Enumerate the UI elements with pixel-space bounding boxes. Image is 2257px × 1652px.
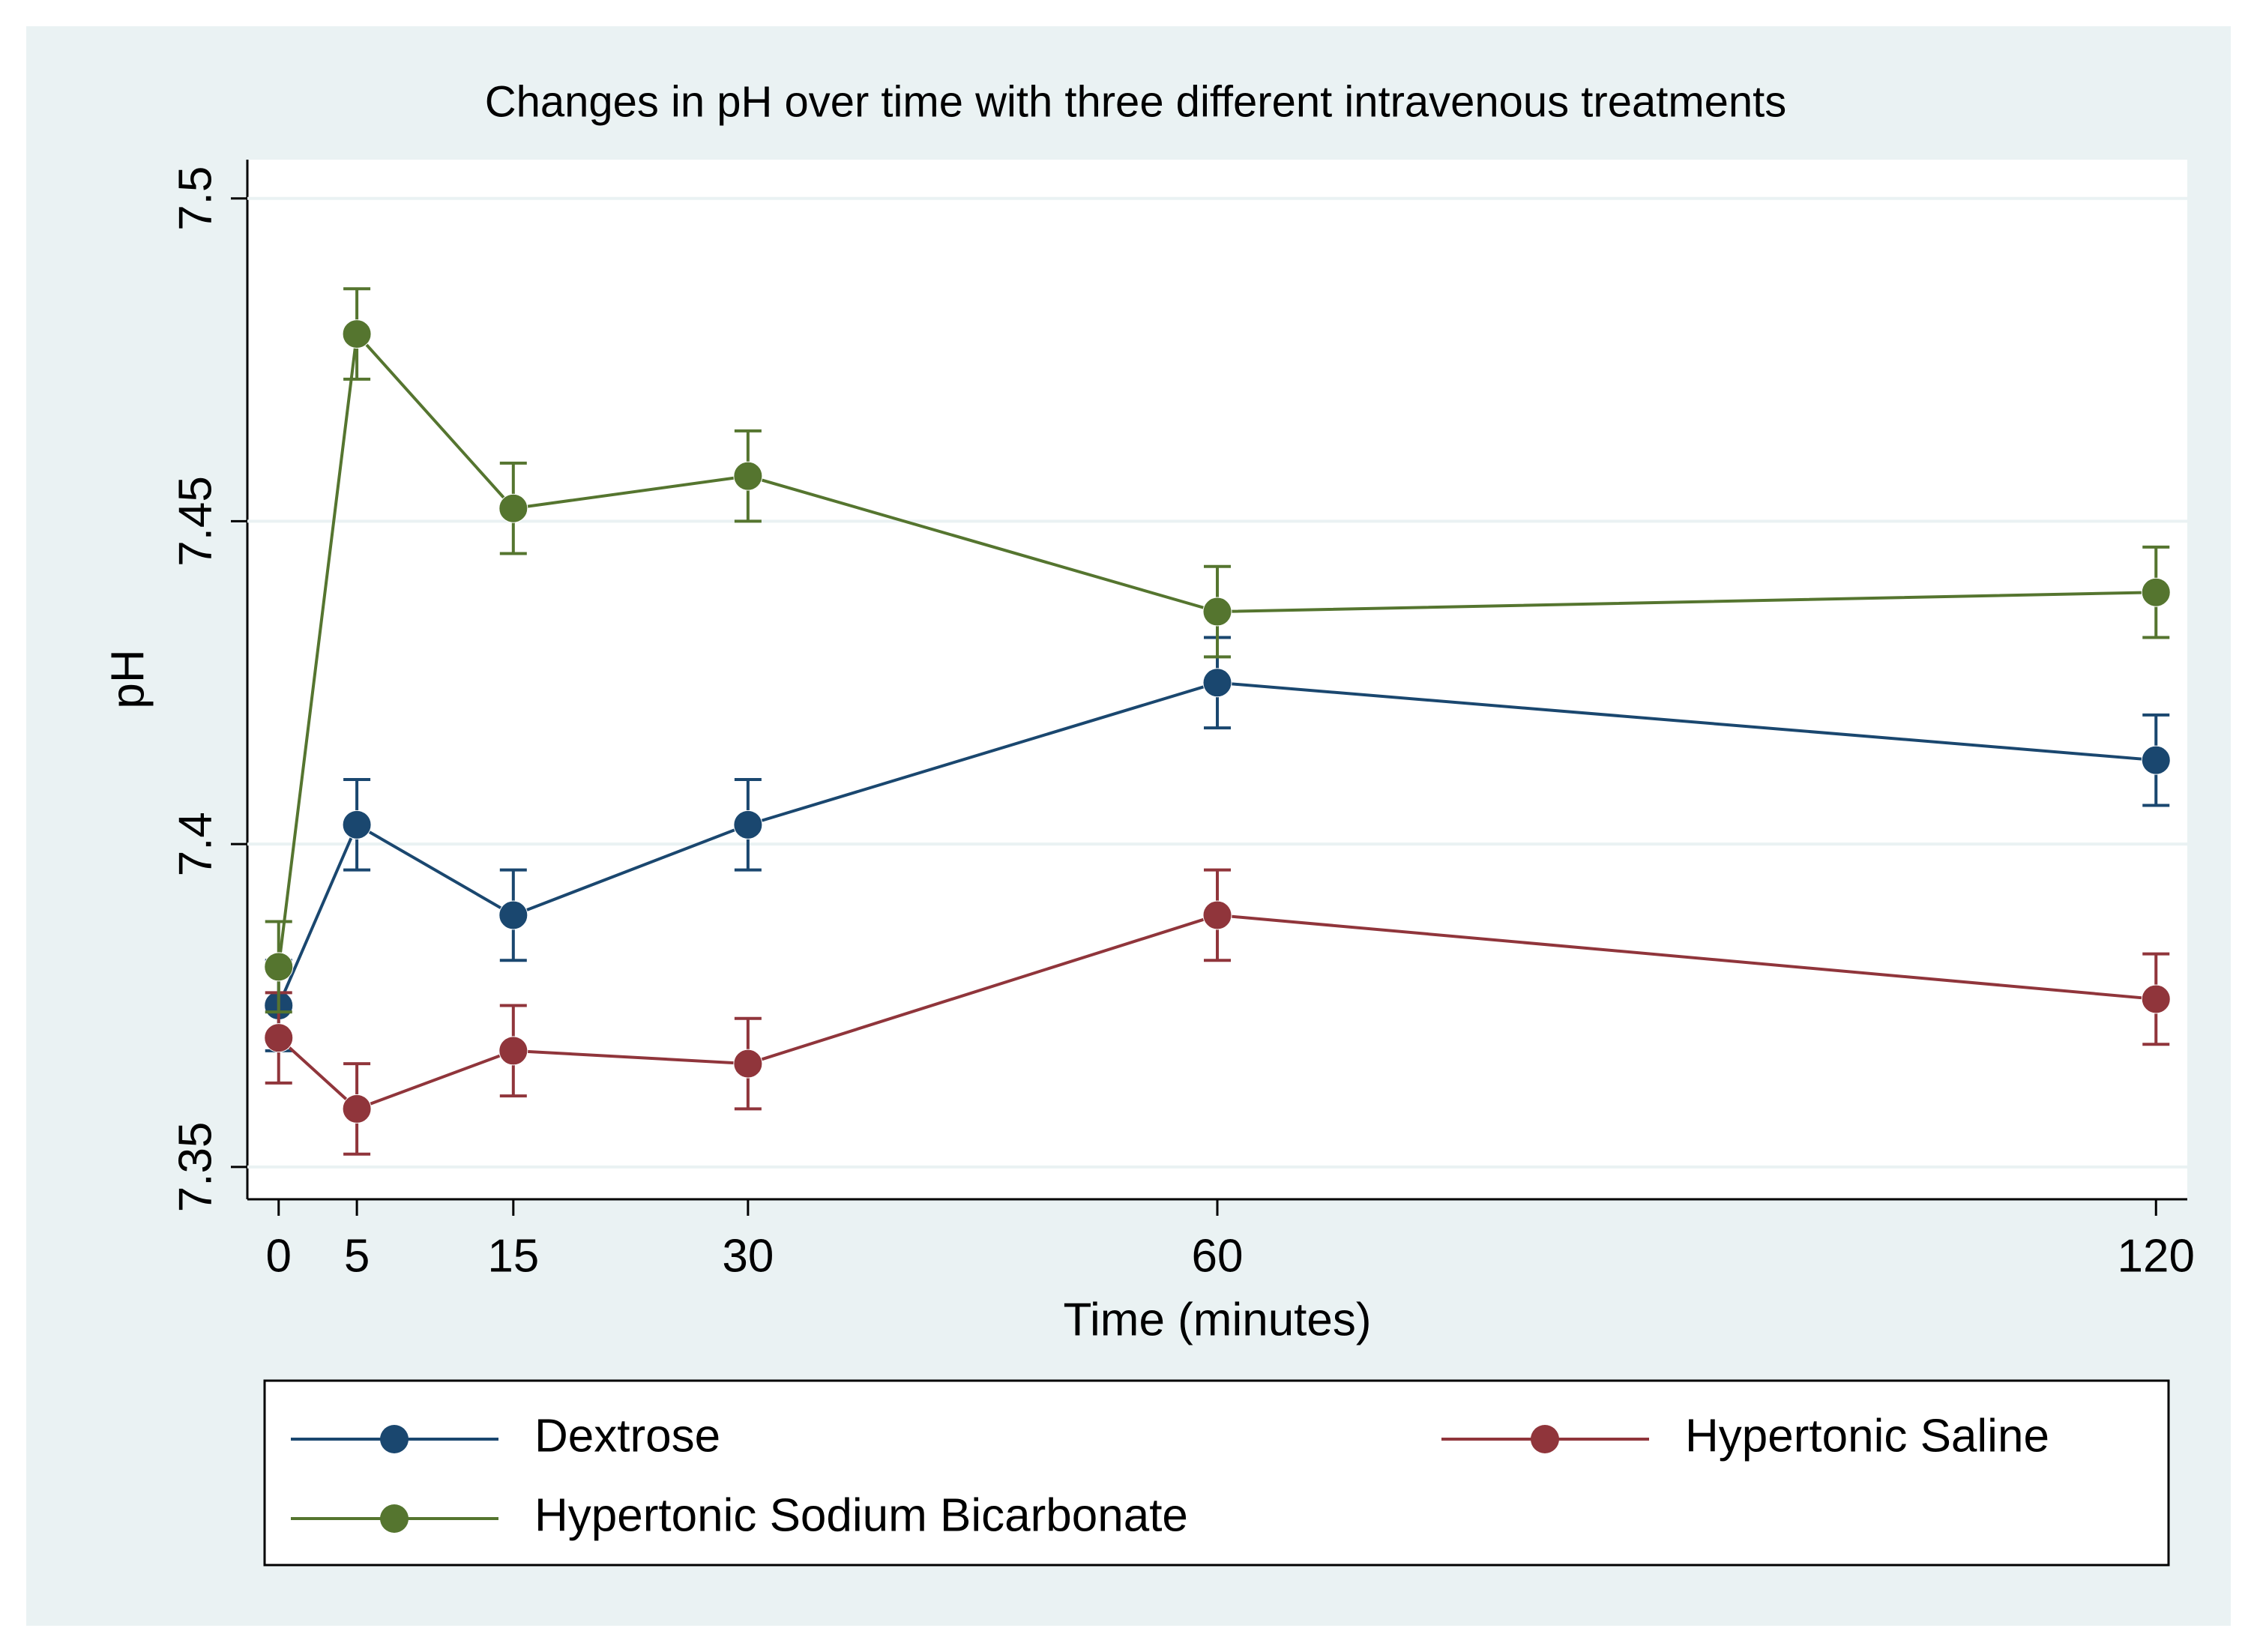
x-tick-label: 120: [2118, 1230, 2195, 1282]
y-tick-label: 7.45: [169, 476, 221, 567]
series-line: [277, 681, 2157, 1007]
marker: [342, 1094, 372, 1124]
y-tick-label: 7.4: [169, 812, 221, 876]
marker: [498, 493, 528, 523]
legend-marker: [380, 1504, 409, 1533]
chart-title: Changes in pH over time with three diffe…: [485, 77, 1787, 126]
marker: [264, 952, 294, 982]
marker: [2141, 984, 2171, 1014]
marker: [498, 1036, 528, 1066]
marker: [2141, 745, 2171, 775]
marker: [498, 900, 528, 930]
series-line: [277, 330, 2157, 968]
x-axis-title: Time (minutes): [1063, 1294, 1371, 1345]
legend-marker: [1531, 1425, 1559, 1453]
marker: [264, 1023, 294, 1053]
x-tick-label: 60: [1192, 1230, 1244, 1282]
marker: [342, 810, 372, 839]
legend-label: Hypertonic Sodium Bicarbonate: [534, 1489, 1188, 1541]
y-axis-title: pH: [102, 649, 154, 708]
marker: [733, 1049, 763, 1079]
marker: [733, 810, 763, 839]
x-tick-label: 5: [344, 1230, 370, 1282]
legend-label: Hypertonic Saline: [1685, 1410, 2049, 1462]
legend-label: Dextrose: [534, 1410, 720, 1462]
marker: [1202, 900, 1232, 930]
x-tick-label: 15: [487, 1230, 539, 1282]
marker: [1202, 597, 1232, 627]
y-tick-label: 7.5: [169, 166, 221, 231]
marker: [733, 461, 763, 491]
marker: [1202, 668, 1232, 698]
x-tick-label: 0: [265, 1230, 291, 1282]
series-line: [277, 913, 2157, 1111]
legend-marker: [380, 1425, 409, 1453]
y-tick-label: 7.35: [169, 1122, 221, 1213]
marker: [2141, 577, 2171, 607]
x-tick-label: 30: [722, 1230, 774, 1282]
marker: [342, 319, 372, 349]
legend: [263, 1379, 2170, 1567]
